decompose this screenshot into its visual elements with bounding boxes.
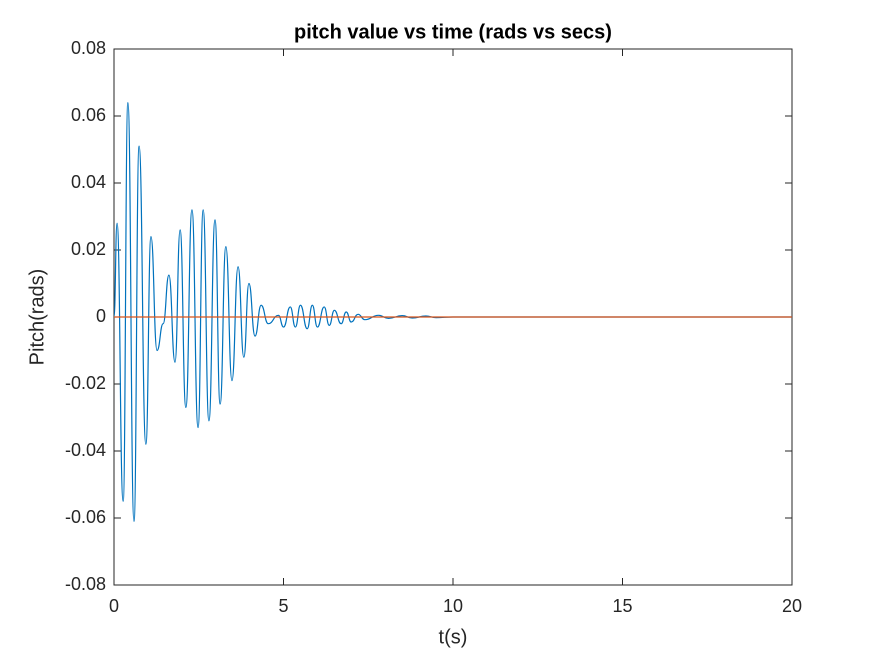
- x-tick-label: 20: [782, 596, 802, 616]
- x-tick-label: 0: [109, 596, 119, 616]
- y-tick-label: 0.08: [71, 38, 106, 58]
- y-tick-label: 0.02: [71, 239, 106, 259]
- y-tick-label: -0.04: [65, 440, 106, 460]
- y-tick-label: -0.06: [65, 507, 106, 527]
- chart-title: pitch value vs time (rads vs secs): [294, 21, 612, 43]
- x-tick-label: 10: [443, 596, 463, 616]
- y-tick-label: 0.06: [71, 105, 106, 125]
- y-tick-label: -0.08: [65, 574, 106, 594]
- y-tick-label: 0.04: [71, 172, 106, 192]
- y-tick-label: -0.02: [65, 373, 106, 393]
- x-tick-label: 5: [278, 596, 288, 616]
- x-axis-label: t(s): [439, 626, 468, 648]
- y-axis-label: Pitch(rads): [26, 269, 48, 366]
- y-tick-label: 0: [96, 306, 106, 326]
- series-line: [113, 101, 792, 522]
- x-tick-label: 15: [612, 596, 632, 616]
